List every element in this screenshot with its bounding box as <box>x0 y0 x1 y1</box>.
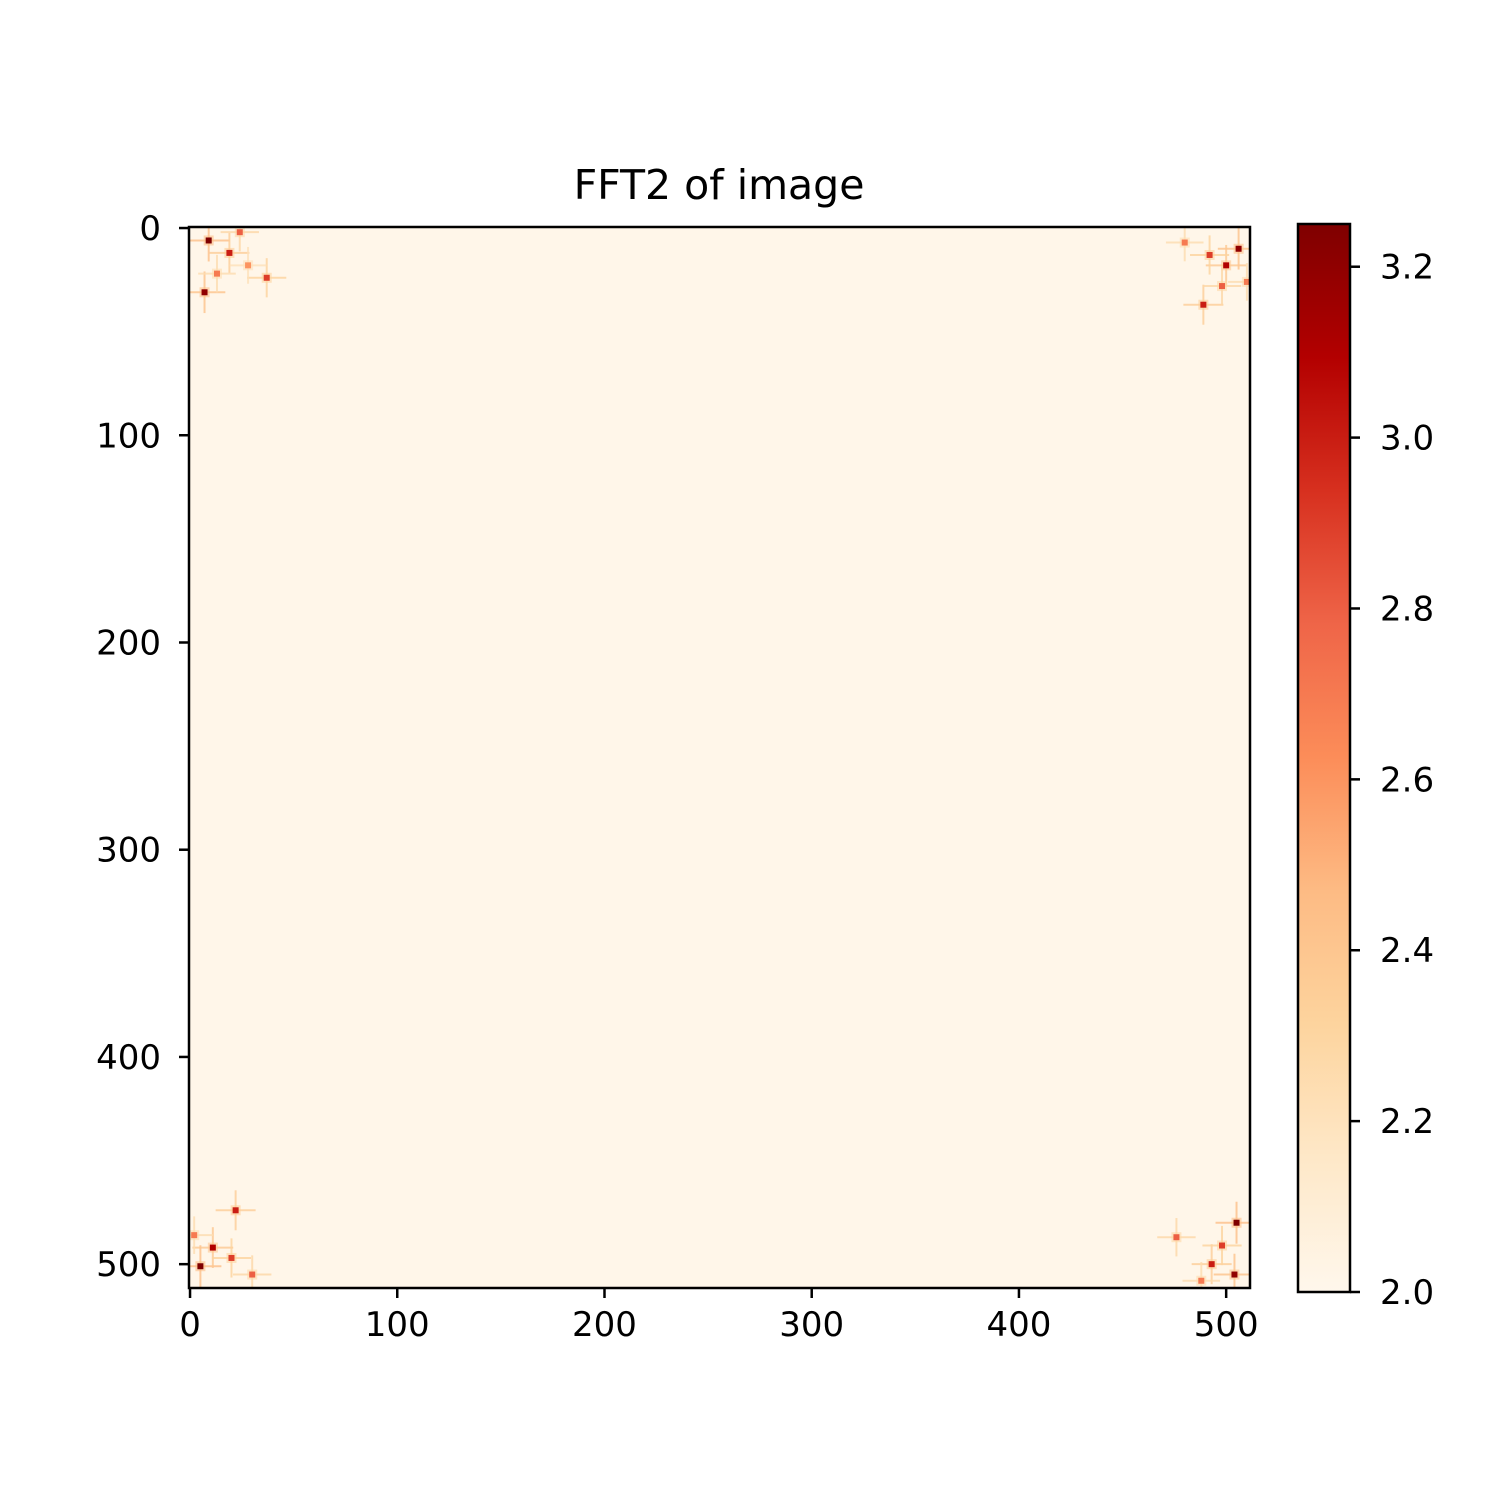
heatmap-peak <box>198 254 236 293</box>
heatmap-plot-area <box>187 225 1252 1290</box>
colorbar-tick-label: 2.6 <box>1380 760 1434 800</box>
heatmap-peak <box>220 227 259 252</box>
heatmap-peak <box>215 1190 256 1231</box>
heatmap-peak <box>1157 1218 1196 1257</box>
y-tick-label: 200 <box>96 623 161 663</box>
heatmap-peak <box>1205 244 1247 286</box>
y-axis: 0 100 200 300 400 500 <box>96 209 189 1285</box>
x-axis: 0 100 200 300 400 500 <box>179 1288 1259 1345</box>
x-tick-label: 200 <box>572 1305 637 1345</box>
heatmap-peak <box>1215 1201 1250 1244</box>
heatmap-peak <box>1213 1253 1250 1288</box>
x-tick-label: 400 <box>986 1305 1051 1345</box>
heatmap-peak <box>209 232 250 273</box>
y-tick-label: 500 <box>96 1245 161 1285</box>
heatmap-peaks <box>189 227 1250 1288</box>
colorbar-tick-label: 2.4 <box>1380 931 1434 971</box>
plot-frame <box>187 225 1252 1290</box>
colorbar-gradient <box>1298 224 1350 1292</box>
heatmap-peak <box>229 246 267 284</box>
y-tick-label: 300 <box>96 831 161 871</box>
heatmap-peak <box>211 1238 252 1278</box>
chart-title: FFT2 of image <box>574 161 865 209</box>
heatmap-peak <box>189 227 230 262</box>
x-tick-label: 0 <box>179 1305 201 1345</box>
heatmap-peak <box>189 1245 222 1288</box>
colorbar-tick-label: 3.2 <box>1380 248 1434 288</box>
heatmap-peak <box>1165 227 1204 262</box>
colorbar-tick-label: 2.2 <box>1380 1102 1434 1142</box>
heatmap-peak <box>189 271 226 314</box>
colorbar-tick-label: 3.0 <box>1380 419 1434 459</box>
heatmap-peak <box>192 1227 234 1268</box>
y-tick-label: 0 <box>139 209 161 249</box>
colorbar-axis: 2.0 2.2 2.4 2.6 2.8 3.0 3.2 <box>1350 248 1434 1313</box>
heatmap-peak <box>1183 284 1224 325</box>
x-tick-label: 300 <box>779 1305 844 1345</box>
heatmap-peak <box>247 258 287 298</box>
heatmap-peak <box>1217 227 1250 270</box>
heatmap-peak <box>1202 1225 1242 1266</box>
x-tick-label: 500 <box>1194 1305 1259 1345</box>
colorbar: 2.0 2.2 2.4 2.6 2.8 3.0 3.2 <box>1296 222 1434 1313</box>
colorbar-frame <box>1296 222 1352 1294</box>
colorbar-tick-label: 2.0 <box>1380 1273 1434 1313</box>
x-tick-label: 100 <box>365 1305 430 1345</box>
heatmap-peak <box>1202 266 1242 306</box>
heatmap-peak <box>1228 263 1250 301</box>
colorbar-tick-label: 2.8 <box>1380 589 1434 629</box>
heatmap-peak <box>1191 1244 1232 1285</box>
y-tick-label: 400 <box>96 1038 161 1078</box>
y-tick-label: 100 <box>96 416 161 456</box>
heatmap-peak <box>1182 1261 1221 1288</box>
heatmap-peak <box>189 1216 213 1254</box>
heatmap-peak <box>1189 235 1230 275</box>
heatmap-background <box>189 227 1250 1288</box>
